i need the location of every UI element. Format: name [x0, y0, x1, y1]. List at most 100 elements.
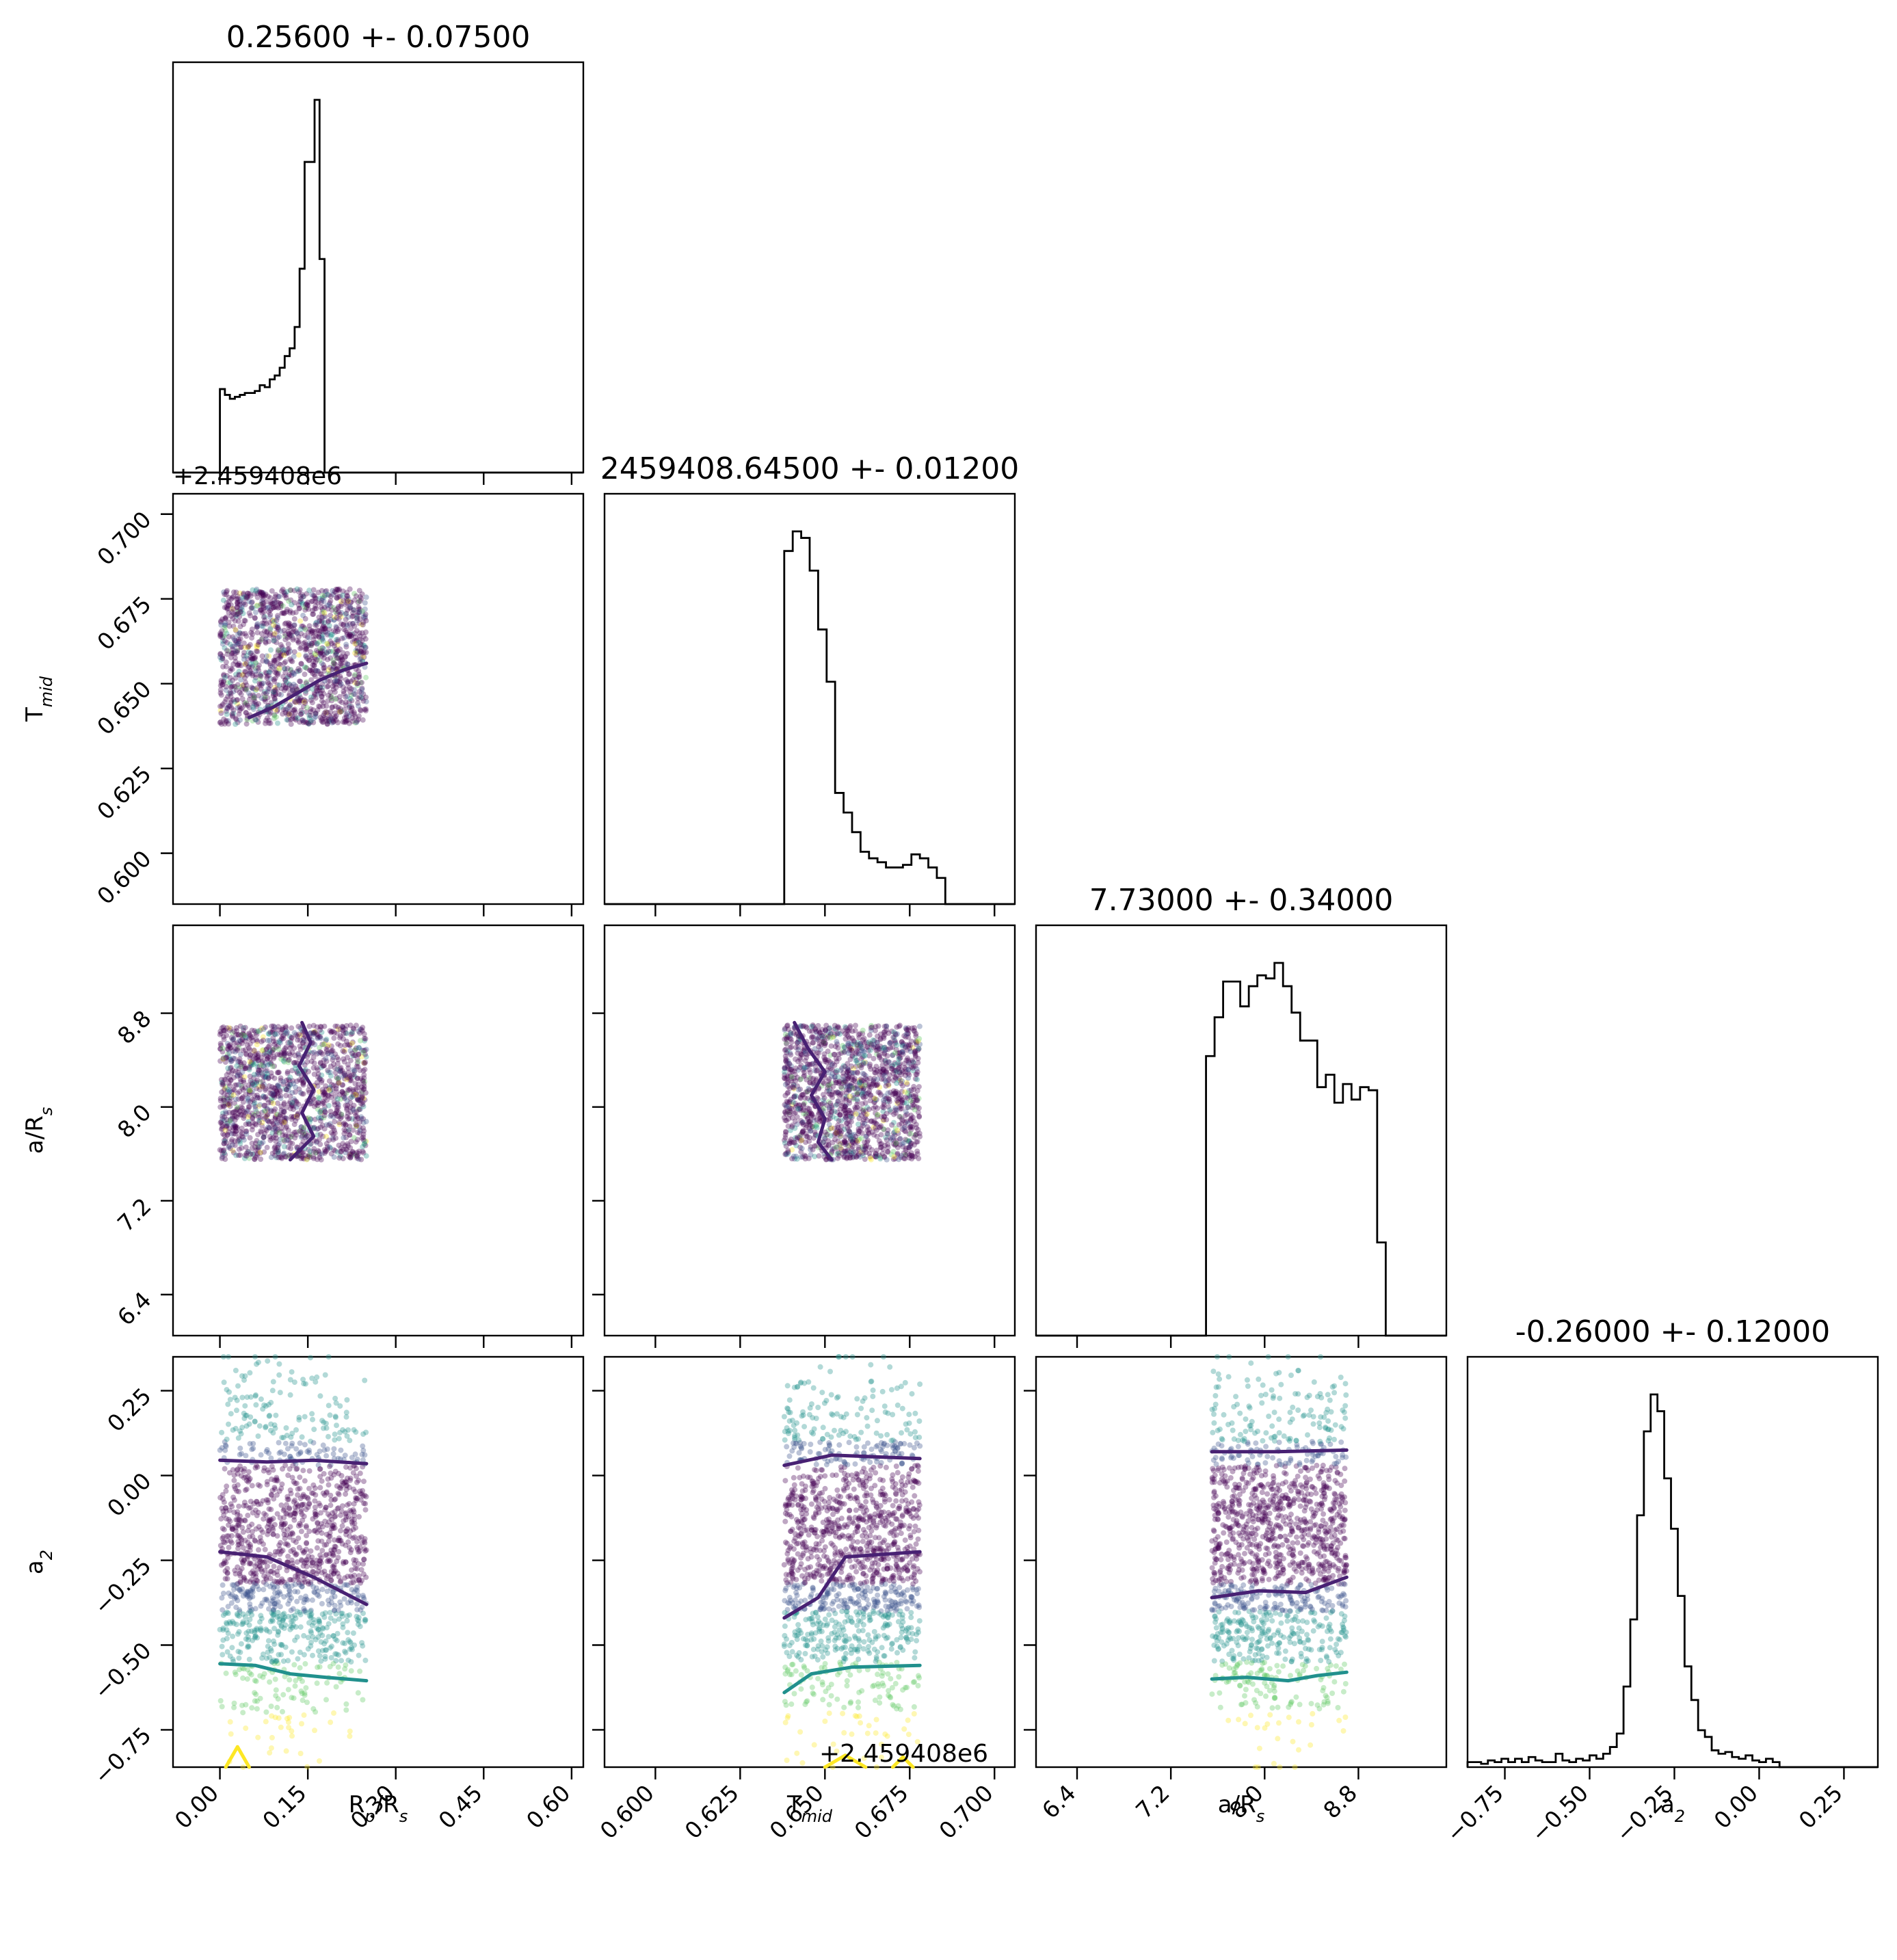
scatter-point — [313, 603, 319, 609]
scatter-point — [356, 609, 362, 615]
scatter-point — [280, 711, 286, 717]
scatter-point — [789, 1156, 795, 1162]
scatter-point — [289, 1025, 295, 1031]
scatter-point — [284, 1029, 290, 1035]
scatter-point — [268, 1154, 274, 1161]
scatter-point — [302, 672, 308, 677]
y-tick-label: −0.75 — [89, 1722, 157, 1790]
scatter-point — [334, 595, 340, 601]
scatter-point — [357, 615, 363, 622]
scatter-point — [355, 700, 361, 706]
scatter-point — [260, 590, 266, 596]
scatter-point — [332, 714, 339, 720]
scatter-point — [297, 605, 303, 611]
scatter-point — [300, 640, 306, 646]
scatter-point — [329, 704, 335, 711]
scatter-point — [275, 615, 281, 621]
scatter-point — [834, 1031, 840, 1037]
panel-frame — [172, 492, 585, 905]
scatter-point — [246, 644, 252, 650]
scatter-point — [217, 1041, 224, 1046]
scatter-point — [218, 1515, 224, 1522]
scatter-point — [253, 609, 258, 615]
scatter-point — [860, 1094, 866, 1100]
scatter-point — [336, 693, 343, 700]
scatter-point — [260, 593, 266, 599]
scatter-point — [232, 650, 238, 657]
scatter-point — [304, 1133, 310, 1139]
scatter-point — [293, 609, 299, 615]
scatter-point — [806, 1087, 812, 1093]
scatter-point — [278, 605, 284, 611]
scatter-point — [344, 1397, 350, 1403]
scatter-point — [297, 719, 302, 725]
scatter-point — [271, 676, 277, 683]
scatter-point — [354, 683, 360, 689]
scatter-point — [262, 1102, 268, 1109]
scatter-point — [310, 611, 317, 617]
scatter-point — [866, 1084, 873, 1090]
scatter-point — [347, 586, 353, 592]
scatter-point — [228, 684, 235, 690]
scatter-point — [887, 1040, 893, 1046]
scatter-point — [303, 690, 308, 696]
scatter-point — [243, 686, 250, 691]
scatter-point — [228, 665, 234, 672]
scatter-point — [280, 646, 285, 652]
scatter-point — [337, 698, 343, 704]
scatter-point — [306, 720, 311, 726]
scatter-point — [310, 659, 316, 665]
scatter-point — [283, 650, 289, 656]
scatter-point — [316, 614, 322, 620]
scatter-point — [337, 673, 343, 679]
scatter-point — [276, 626, 282, 633]
scatter-point — [331, 715, 337, 721]
scatter-point — [293, 630, 300, 636]
scatter-point — [286, 646, 292, 652]
scatter-point — [330, 683, 336, 689]
scatter-point — [230, 650, 236, 657]
histogram-rp — [173, 98, 583, 474]
scatter-point — [257, 590, 263, 596]
scatter-point — [229, 666, 235, 672]
scatter-point — [271, 638, 277, 644]
scatter-point — [321, 620, 328, 626]
y-tick-label: 8.8 — [112, 1005, 157, 1050]
scatter-point — [357, 594, 363, 600]
scatter-point — [905, 1104, 911, 1111]
scatter-point — [912, 1154, 918, 1159]
scatter-point — [263, 621, 269, 627]
scatter-point — [347, 703, 353, 709]
scatter-point — [310, 1482, 317, 1488]
scatter-point — [228, 698, 235, 704]
scatter-point — [228, 684, 234, 690]
scatter-point — [855, 1128, 862, 1135]
scatter-point — [227, 641, 233, 648]
scatter-point — [347, 604, 354, 610]
scatter-point — [310, 662, 316, 668]
scatter-point — [358, 695, 364, 700]
scatter-point — [244, 672, 250, 678]
scatter-point — [237, 613, 243, 620]
scatter-point — [348, 626, 354, 632]
scatter-point — [803, 1139, 808, 1145]
scatter-point — [797, 1094, 804, 1100]
scatter-point — [276, 605, 281, 611]
scatter-point — [274, 618, 280, 623]
scatter-point — [343, 702, 349, 708]
scatter-point — [360, 614, 367, 620]
scatter-point — [306, 713, 312, 718]
scatter-point — [909, 1057, 915, 1063]
scatter-point — [354, 648, 360, 654]
scatter-point — [233, 626, 239, 633]
scatter-point — [304, 655, 310, 661]
scatter-point — [320, 629, 326, 635]
scatter-point — [347, 632, 353, 637]
scatter-point — [319, 693, 325, 699]
scatter-point — [354, 612, 360, 618]
scatter-point — [323, 588, 330, 594]
scatter-point — [348, 600, 354, 605]
scatter-point — [245, 656, 251, 662]
scatter-point — [230, 683, 236, 689]
scatter-point — [860, 1027, 866, 1033]
